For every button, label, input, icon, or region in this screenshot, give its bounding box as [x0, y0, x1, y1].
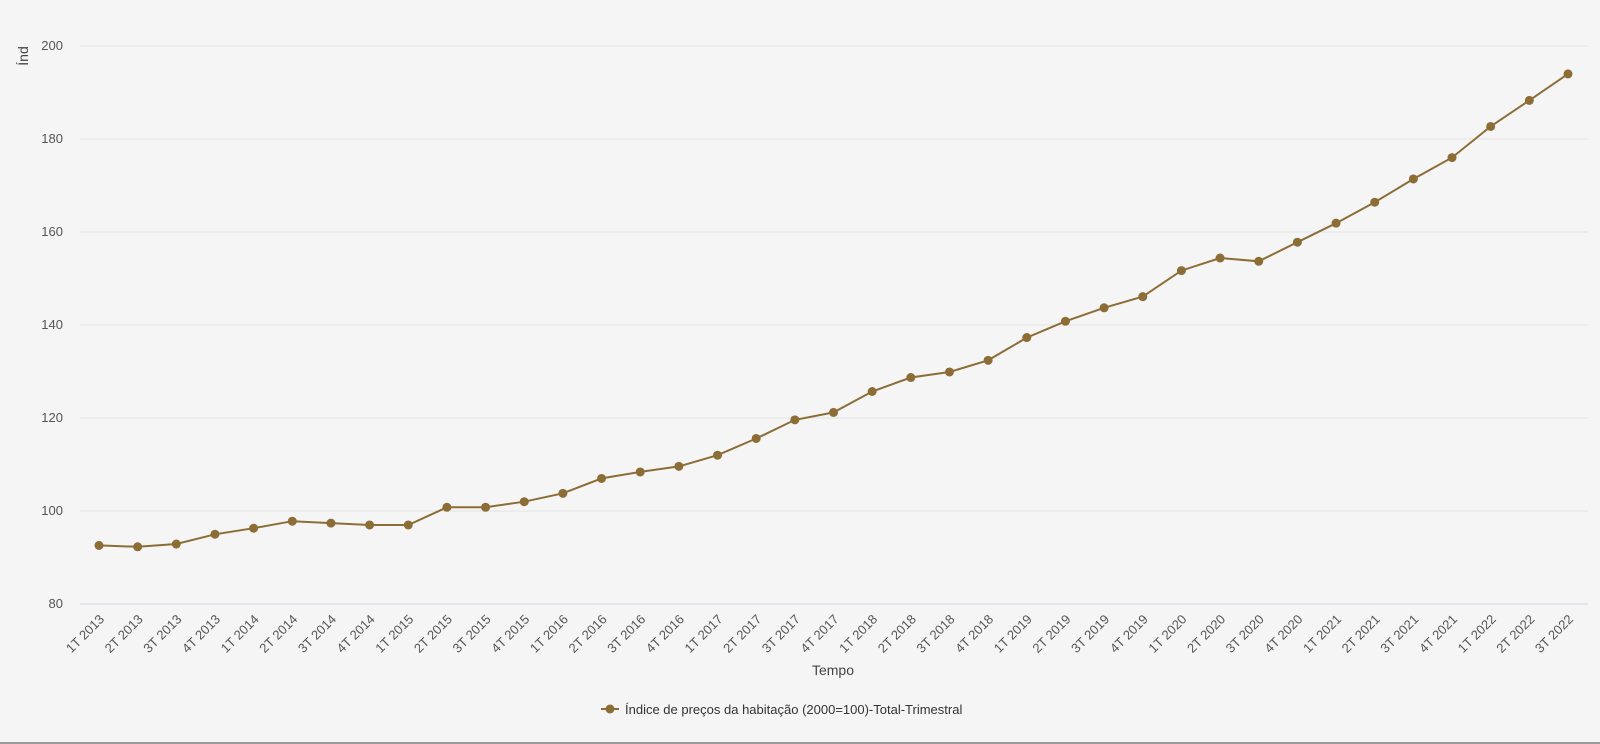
series-group [94, 69, 1573, 552]
y-tick-label: 200 [41, 38, 63, 53]
legend-swatch-marker [605, 704, 615, 714]
data-point[interactable] [1215, 253, 1225, 263]
x-tick-label: 2T 2013 [102, 612, 146, 656]
legend[interactable]: Índice de preços da habitação (2000=100)… [601, 702, 962, 717]
data-point[interactable] [1176, 266, 1186, 276]
data-point[interactable] [983, 355, 993, 365]
data-point[interactable] [558, 488, 568, 498]
x-tick-label: 1T 2022 [1455, 612, 1499, 656]
x-tick-label: 2T 2016 [566, 612, 610, 656]
x-tick-label: 3T 2021 [1377, 612, 1421, 656]
x-tick-label: 4T 2015 [488, 612, 532, 656]
x-tick-label: 2T 2014 [256, 612, 300, 656]
x-tick-label: 3T 2020 [1223, 612, 1267, 656]
data-point[interactable] [944, 367, 954, 377]
y-tick-label: 80 [49, 596, 63, 611]
data-point[interactable] [519, 497, 529, 507]
x-tick-label: 3T 2022 [1532, 612, 1576, 656]
data-point[interactable] [1254, 256, 1264, 266]
x-tick-label: 2T 2015 [411, 612, 455, 656]
data-point[interactable] [1292, 237, 1302, 247]
x-tick-label: 1T 2018 [836, 612, 880, 656]
data-point[interactable] [790, 415, 800, 425]
y-axis-title: Índ [15, 46, 31, 65]
y-axis-ticks: 80 100 120 140 160 180 200 [41, 38, 63, 611]
data-point[interactable] [94, 540, 104, 550]
data-point[interactable] [171, 539, 181, 549]
legend-label[interactable]: Índice de preços da habitação (2000=100)… [625, 702, 962, 717]
data-point[interactable] [1408, 174, 1418, 184]
x-tick-label: 1T 2013 [63, 612, 107, 656]
x-tick-label: 1T 2021 [1300, 612, 1344, 656]
x-tick-label: 4T 2020 [1261, 612, 1305, 656]
data-point[interactable] [867, 386, 877, 396]
y-tick-label: 140 [41, 317, 63, 332]
data-point[interactable] [713, 450, 723, 460]
x-tick-label: 2T 2017 [720, 612, 764, 656]
data-point[interactable] [1524, 95, 1534, 105]
data-point[interactable] [326, 518, 336, 528]
x-tick-label: 2T 2020 [1184, 612, 1228, 656]
data-point[interactable] [1486, 121, 1496, 131]
x-tick-label: 3T 2015 [450, 612, 494, 656]
data-point[interactable] [906, 373, 916, 383]
x-tick-label: 2T 2019 [1029, 612, 1073, 656]
y-tick-label: 120 [41, 410, 63, 425]
series-line [98, 73, 1569, 548]
x-tick-label: 4T 2014 [334, 612, 378, 656]
data-point[interactable] [1563, 69, 1573, 79]
data-point[interactable] [1447, 153, 1457, 163]
x-tick-label: 4T 2021 [1416, 612, 1460, 656]
x-tick-label: 3T 2017 [759, 612, 803, 656]
x-tick-label: 4T 2017 [797, 612, 841, 656]
x-tick-label: 1T 2020 [1145, 612, 1189, 656]
grid-lines [80, 45, 1588, 605]
data-point[interactable] [1331, 218, 1341, 228]
data-point[interactable] [210, 529, 220, 539]
x-tick-label: 4T 2016 [643, 612, 687, 656]
x-tick-label: 3T 2018 [913, 612, 957, 656]
x-tick-label: 1T 2015 [372, 612, 416, 656]
x-tick-label: 4T 2018 [952, 612, 996, 656]
data-point[interactable] [481, 502, 491, 512]
x-tick-label: 2T 2018 [875, 612, 919, 656]
y-tick-label: 100 [41, 503, 63, 518]
data-point[interactable] [287, 516, 297, 526]
data-point[interactable] [635, 467, 645, 477]
data-point[interactable] [1099, 303, 1109, 313]
x-tick-label: 2T 2021 [1339, 612, 1383, 656]
data-point[interactable] [1138, 292, 1148, 302]
data-point[interactable] [249, 523, 259, 533]
y-tick-label: 180 [41, 131, 63, 146]
data-point[interactable] [365, 520, 375, 530]
data-point[interactable] [1060, 316, 1070, 326]
x-tick-label: 4T 2013 [179, 612, 223, 656]
x-tick-label: 1T 2017 [681, 612, 725, 656]
data-point[interactable] [674, 461, 684, 471]
data-point[interactable] [751, 433, 761, 443]
data-point[interactable] [133, 542, 143, 552]
x-tick-label: 1T 2019 [991, 612, 1035, 656]
data-point[interactable] [1022, 333, 1032, 343]
x-tick-label: 1T 2016 [527, 612, 571, 656]
x-tick-label: 3T 2019 [1068, 612, 1112, 656]
data-point[interactable] [1370, 197, 1380, 207]
y-tick-label: 160 [41, 224, 63, 239]
x-axis-title: Tempo [812, 662, 854, 678]
x-tick-label: 3T 2013 [140, 612, 184, 656]
data-point[interactable] [403, 520, 413, 530]
x-tick-label: 3T 2014 [295, 612, 339, 656]
data-point[interactable] [829, 407, 838, 417]
data-point[interactable] [442, 502, 452, 512]
x-tick-label: 4T 2019 [1107, 612, 1151, 656]
data-point[interactable] [597, 473, 607, 483]
x-tick-label: 3T 2016 [604, 612, 648, 656]
x-tick-label: 2T 2022 [1493, 612, 1537, 656]
x-tick-label: 1T 2014 [218, 612, 262, 656]
